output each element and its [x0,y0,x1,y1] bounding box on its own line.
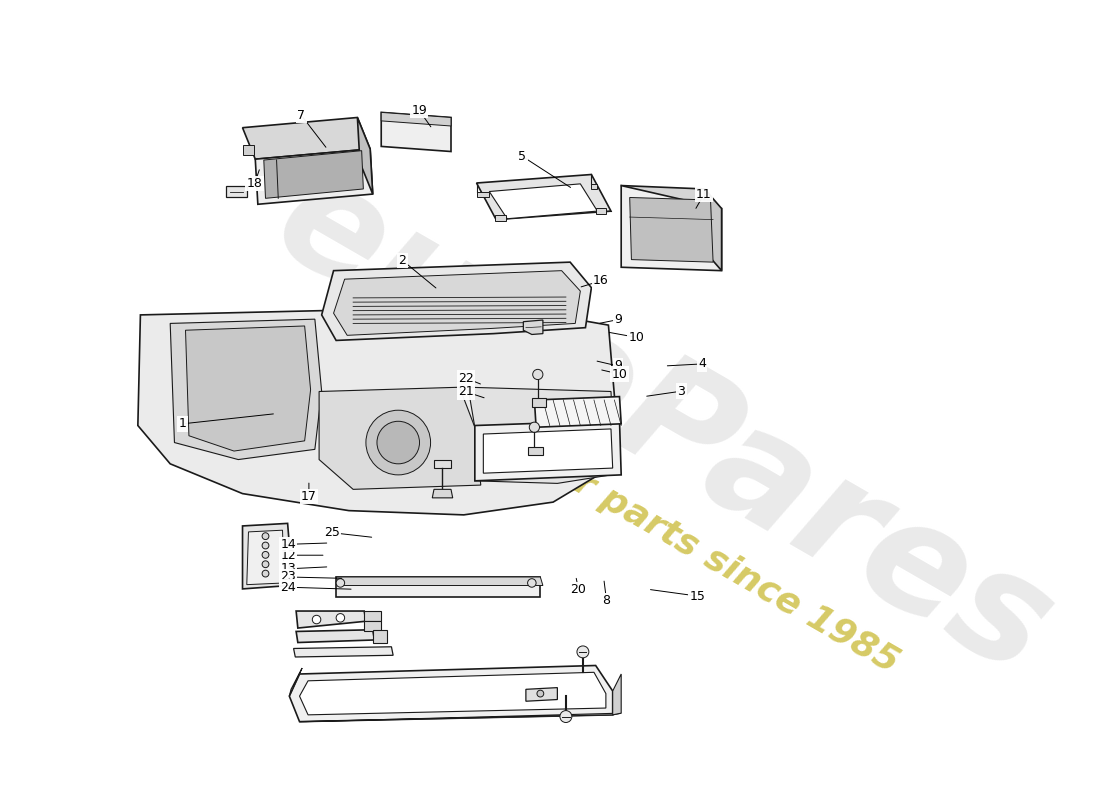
Polygon shape [531,398,547,407]
Text: 3: 3 [678,385,685,398]
Circle shape [337,614,344,622]
Polygon shape [621,186,719,209]
Polygon shape [432,490,453,498]
Polygon shape [264,150,363,198]
Polygon shape [246,530,284,585]
Polygon shape [526,688,558,702]
Polygon shape [524,320,543,334]
Text: 12: 12 [280,549,296,562]
Polygon shape [705,189,722,270]
Circle shape [262,551,268,558]
Polygon shape [476,191,490,198]
Polygon shape [495,215,506,222]
Polygon shape [382,112,451,151]
Polygon shape [299,672,606,715]
Text: a passion for parts since 1985: a passion for parts since 1985 [355,342,904,679]
Polygon shape [364,611,382,622]
Circle shape [366,410,430,475]
Text: 14: 14 [280,538,296,551]
Polygon shape [299,713,622,722]
Text: 24: 24 [280,581,296,594]
Polygon shape [373,630,387,642]
Polygon shape [319,387,481,490]
Polygon shape [186,326,310,451]
Text: 9: 9 [614,313,622,326]
Text: 17: 17 [301,490,317,503]
Text: euroPares: euroPares [251,144,1077,707]
Polygon shape [613,674,621,715]
Circle shape [576,646,588,658]
Text: 2: 2 [398,254,406,267]
Polygon shape [358,118,373,194]
Polygon shape [528,447,543,455]
Text: 8: 8 [603,594,611,607]
Circle shape [262,561,268,568]
Polygon shape [337,577,543,586]
Polygon shape [483,429,613,473]
Polygon shape [289,668,302,696]
Polygon shape [226,186,246,198]
Text: 22: 22 [459,372,474,385]
Polygon shape [434,459,451,468]
Polygon shape [333,270,581,335]
Text: 13: 13 [280,562,296,575]
Text: 21: 21 [459,386,474,398]
Text: 23: 23 [280,570,296,583]
Polygon shape [255,149,373,204]
Polygon shape [621,186,722,270]
Text: 18: 18 [246,177,263,190]
Text: 19: 19 [411,104,427,117]
Text: 16: 16 [593,274,608,287]
Polygon shape [170,319,321,459]
Polygon shape [468,387,613,483]
Polygon shape [490,184,597,218]
Circle shape [377,422,419,464]
Polygon shape [382,112,451,126]
Polygon shape [337,577,540,598]
Polygon shape [289,666,613,722]
Circle shape [528,578,536,587]
Text: 1: 1 [178,418,187,430]
Polygon shape [475,421,622,481]
Polygon shape [138,306,617,515]
Text: 11: 11 [696,188,712,201]
Circle shape [532,370,543,379]
Polygon shape [296,611,366,628]
Polygon shape [242,118,371,159]
Polygon shape [364,622,382,631]
Polygon shape [596,208,606,214]
Polygon shape [321,262,592,341]
Text: 15: 15 [690,590,705,602]
Polygon shape [296,630,374,642]
Circle shape [529,422,539,432]
Circle shape [262,533,268,539]
Polygon shape [535,397,622,427]
Text: 5: 5 [518,150,526,162]
Circle shape [560,710,572,722]
Text: 10: 10 [612,368,628,381]
Polygon shape [592,184,597,189]
Circle shape [262,542,268,549]
Polygon shape [629,198,713,262]
Circle shape [262,570,268,577]
Polygon shape [242,145,254,155]
Text: 10: 10 [628,331,645,344]
Text: 20: 20 [571,582,586,596]
Polygon shape [476,174,610,219]
Circle shape [337,578,344,587]
Polygon shape [242,523,289,589]
Circle shape [537,690,543,697]
Circle shape [312,615,321,624]
Text: 25: 25 [324,526,340,539]
Text: 9: 9 [614,359,622,373]
Text: 7: 7 [297,109,306,122]
Text: 4: 4 [698,358,706,370]
Polygon shape [294,646,393,657]
